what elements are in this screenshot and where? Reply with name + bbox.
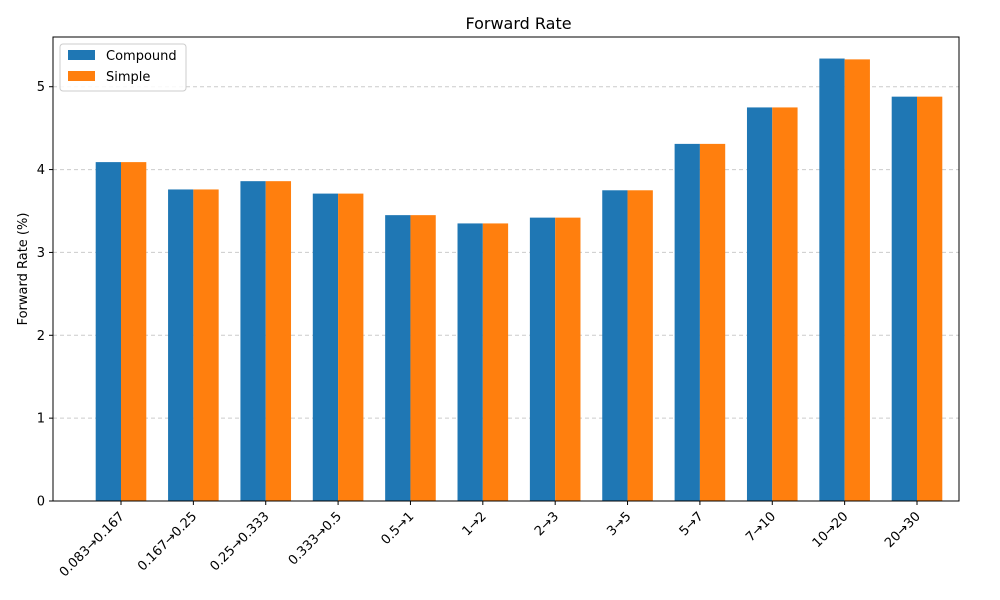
bar-compound-11	[891, 96, 917, 502]
bar-simple-1	[193, 189, 219, 501]
legend-label-simple: Simple	[106, 70, 150, 85]
y-axis-title: Forward Rate (%)	[16, 213, 31, 326]
bar-compound-3	[312, 193, 339, 501]
bar-simple-0	[121, 162, 147, 501]
x-tick-label: 1→2	[460, 509, 490, 539]
bar-compound-1	[168, 189, 194, 501]
bar-simple-6	[555, 217, 581, 501]
y-axis-ticks: 0 1 2 3 4 5	[37, 80, 53, 510]
bar-compound-2	[240, 181, 266, 501]
bar-simple-3	[338, 193, 364, 501]
bar-compound-0	[95, 162, 121, 501]
bar-simple-5	[482, 223, 509, 501]
bar-compound-9	[746, 107, 773, 501]
x-tick-label: 0.083→0.167	[57, 509, 128, 580]
legend-swatch-compound	[68, 50, 95, 60]
y-tick-label: 4	[37, 163, 45, 178]
bar-compound-10	[819, 58, 845, 502]
y-tick-label: 3	[37, 246, 45, 261]
x-tick-label: 0.25→0.333	[207, 509, 272, 574]
bar-compound-4	[385, 215, 411, 501]
y-tick-label: 5	[37, 80, 45, 95]
x-tick-label: 7→10	[743, 509, 779, 545]
bar-simple-7	[627, 190, 653, 502]
x-axis-ticks: 0.083→0.167 0.167→0.25 0.25→0.333 0.333→0.5…	[57, 501, 924, 580]
bars	[95, 58, 943, 502]
bar-compound-8	[674, 143, 700, 501]
bar-simple-9	[772, 107, 798, 501]
bar-simple-10	[844, 59, 870, 501]
x-tick-label: 5→7	[677, 509, 707, 539]
bar-simple-4	[410, 215, 436, 501]
x-tick-label: 0.5→1	[379, 509, 418, 548]
bar-compound-5	[457, 223, 483, 501]
x-tick-label: 20→30	[882, 509, 924, 551]
bar-simple-2	[265, 181, 292, 501]
bar-compound-6	[529, 217, 556, 501]
y-tick-label: 0	[37, 495, 45, 510]
plot-area-frame	[52, 36, 960, 502]
legend: Compound Simple	[59, 43, 187, 92]
x-tick-label: 2→3	[532, 509, 562, 539]
chart-title: Forward Rate	[465, 14, 571, 33]
bar-simple-11	[917, 96, 943, 502]
y-tick-label: 2	[37, 329, 45, 344]
bar-simple-8	[699, 143, 726, 501]
x-tick-label: 0.333→0.5	[286, 509, 345, 568]
x-tick-label: 0.167→0.25	[135, 509, 200, 574]
legend-swatch-simple	[68, 71, 95, 81]
y-tick-label: 1	[37, 412, 45, 427]
bar-compound-7	[602, 190, 628, 502]
x-tick-label: 10→20	[810, 509, 852, 551]
x-tick-label: 3→5	[604, 509, 634, 539]
legend-label-compound: Compound	[106, 49, 177, 64]
